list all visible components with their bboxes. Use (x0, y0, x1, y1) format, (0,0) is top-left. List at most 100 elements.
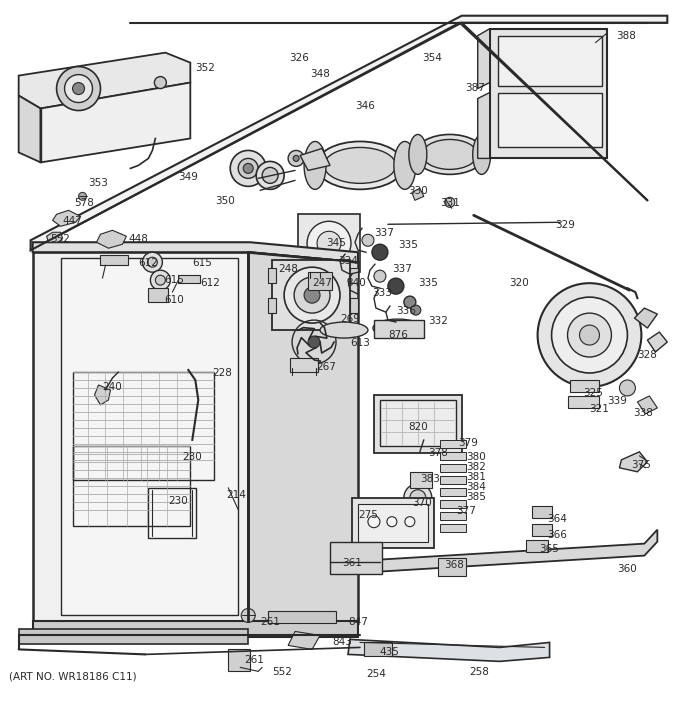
Circle shape (155, 276, 165, 285)
Circle shape (445, 197, 455, 207)
Text: 385: 385 (466, 492, 486, 502)
Polygon shape (288, 631, 320, 650)
Text: 240: 240 (103, 382, 122, 392)
Bar (440, 440, 466, 448)
Circle shape (262, 167, 278, 183)
Circle shape (73, 83, 84, 94)
Text: 328: 328 (637, 350, 658, 360)
Bar (330, 542, 382, 573)
Ellipse shape (415, 134, 485, 175)
Text: 365: 365 (540, 544, 560, 554)
Text: 335: 335 (418, 278, 438, 288)
Polygon shape (637, 396, 658, 414)
Bar (440, 452, 466, 460)
Bar (364, 642, 392, 656)
Polygon shape (18, 629, 248, 645)
Bar (148, 488, 197, 538)
Text: 320: 320 (509, 278, 530, 288)
Bar (298, 215, 360, 272)
Text: 552: 552 (272, 668, 292, 677)
Circle shape (288, 150, 304, 167)
Polygon shape (18, 53, 190, 109)
Text: 261: 261 (260, 618, 280, 627)
Bar (532, 523, 551, 536)
Circle shape (150, 270, 171, 290)
Text: 388: 388 (617, 30, 636, 41)
Text: 354: 354 (422, 53, 442, 62)
Text: 230: 230 (182, 452, 202, 462)
Polygon shape (33, 252, 248, 621)
Text: 350: 350 (216, 196, 235, 207)
Bar (73, 372, 214, 480)
Text: 447: 447 (63, 216, 82, 226)
Circle shape (411, 305, 421, 315)
Bar (73, 446, 190, 526)
Ellipse shape (320, 322, 368, 338)
Polygon shape (52, 210, 80, 226)
Bar (268, 298, 276, 313)
Polygon shape (634, 308, 658, 328)
Polygon shape (478, 93, 490, 159)
Circle shape (404, 484, 432, 512)
Circle shape (619, 380, 635, 396)
Circle shape (256, 162, 284, 189)
Text: 615: 615 (192, 258, 212, 268)
Text: 228: 228 (212, 368, 232, 378)
Ellipse shape (324, 147, 396, 183)
Text: 612: 612 (201, 278, 220, 288)
Bar (498, 36, 602, 86)
Text: 843: 843 (332, 637, 352, 647)
Bar (290, 358, 318, 372)
Circle shape (551, 297, 628, 373)
Text: 267: 267 (316, 362, 336, 372)
Text: 330: 330 (408, 186, 428, 196)
Circle shape (410, 490, 426, 506)
Text: 613: 613 (350, 338, 370, 348)
Circle shape (294, 277, 330, 313)
Text: 578: 578 (75, 199, 95, 208)
Polygon shape (348, 639, 549, 661)
Text: 364: 364 (547, 514, 567, 523)
Circle shape (579, 325, 600, 345)
Bar (526, 539, 547, 552)
Bar (350, 268, 358, 283)
Circle shape (284, 268, 340, 323)
Bar (438, 558, 466, 576)
Polygon shape (18, 96, 41, 162)
Text: 339: 339 (607, 396, 628, 406)
Text: 552: 552 (50, 234, 71, 244)
Text: 333: 333 (372, 288, 392, 298)
Bar (440, 464, 466, 472)
Circle shape (56, 67, 101, 110)
Bar (568, 396, 600, 408)
Circle shape (307, 221, 351, 265)
Text: 366: 366 (547, 530, 567, 539)
Polygon shape (31, 16, 667, 250)
Circle shape (538, 283, 641, 387)
Bar (148, 288, 169, 302)
Text: 346: 346 (355, 101, 375, 110)
Text: 334: 334 (338, 256, 358, 266)
Text: 348: 348 (310, 69, 330, 78)
Circle shape (388, 278, 404, 294)
Text: 384: 384 (466, 481, 486, 492)
Circle shape (293, 155, 299, 162)
Circle shape (241, 608, 255, 623)
Circle shape (568, 313, 611, 357)
Text: 435: 435 (380, 647, 400, 658)
Bar (374, 320, 424, 338)
Circle shape (404, 296, 416, 308)
Polygon shape (97, 231, 126, 248)
Bar (410, 472, 432, 488)
Circle shape (405, 517, 415, 526)
Circle shape (368, 515, 380, 528)
Text: 337: 337 (392, 264, 412, 274)
Text: 380: 380 (466, 452, 486, 462)
Text: 331: 331 (440, 199, 460, 208)
Text: 387: 387 (464, 83, 485, 93)
Polygon shape (41, 83, 190, 162)
Polygon shape (619, 452, 647, 472)
Circle shape (374, 270, 386, 282)
Bar (268, 611, 336, 624)
Polygon shape (647, 332, 667, 352)
